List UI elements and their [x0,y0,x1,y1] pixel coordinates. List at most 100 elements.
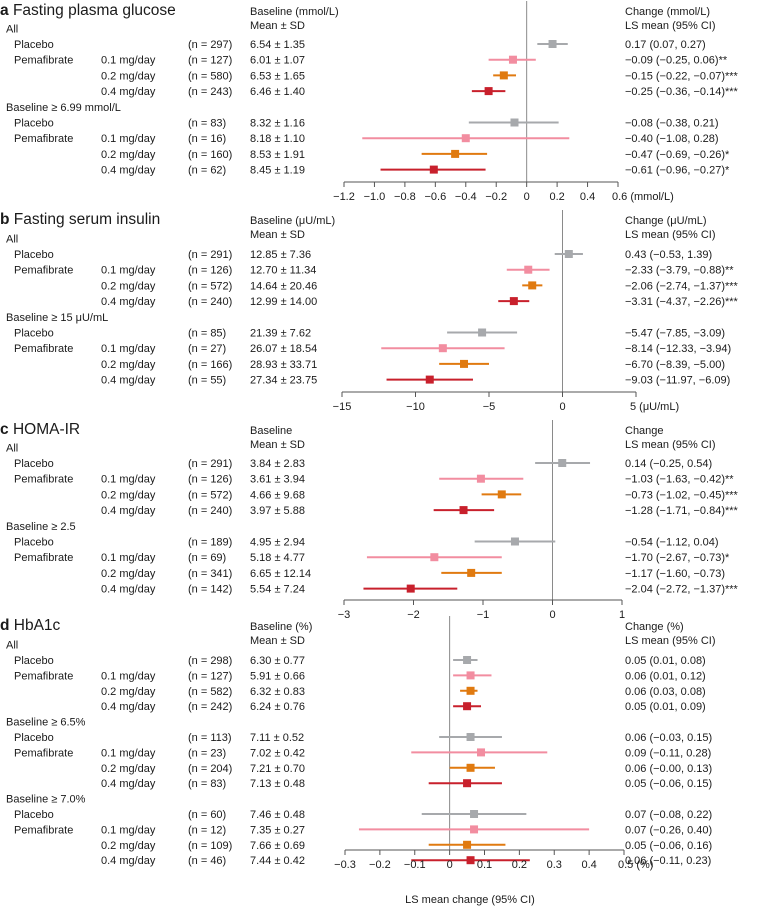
panel-letter: a [0,2,13,19]
dose-label: 0.1 mg/day [101,343,156,355]
dose-label: 0.2 mg/day [101,489,156,501]
point-estimate [459,506,468,515]
point-estimate [451,149,460,158]
x-tick-label: −0.2 [369,859,391,871]
n-label: (n = 60) [188,809,226,821]
baseline-value: 21.39 ± 7.62 [250,328,311,340]
n-label: (n = 572) [188,489,232,501]
ci-value: −9.03 (−11.97, −6.09) [625,375,730,387]
arm-label: Placebo [14,655,54,667]
ci-value: 0.07 (−0.26, 0.40) [625,824,712,836]
n-label: (n = 127) [188,55,232,67]
dose-label: 0.1 mg/day [101,55,156,67]
x-tick-label: −3 [338,609,351,621]
ci-value: 0.05 (−0.06, 0.16) [625,840,712,852]
x-tick-label: −1.0 [364,191,386,203]
point-estimate [466,763,475,772]
point-estimate [466,733,475,741]
x-tick-label: 0 [549,609,555,621]
x-tick-label: −0.2 [485,191,507,203]
n-label: (n = 127) [188,670,232,682]
baseline-value: 6.01 ± 1.07 [250,55,305,67]
dose-label: 0.2 mg/day [101,686,156,698]
x-tick-label: 0 [559,401,565,413]
n-label: (n = 291) [188,458,232,470]
dose-label: 0.4 mg/day [101,584,156,596]
ci-value: 0.43 (−0.53, 1.39) [625,249,712,261]
point-estimate [467,568,476,577]
baseline-value: 7.02 ± 0.42 [250,747,305,759]
x-tick-label: −0.6 [424,191,446,203]
baseline-value: 7.44 ± 0.42 [250,855,305,867]
x-tick-label: −5 [483,401,496,413]
x-tick-label: 0 [447,859,453,871]
arm-label: Pemafibrate [14,747,73,759]
n-label: (n = 16) [188,133,226,145]
ci-value: 0.07 (−0.08, 0.22) [625,809,712,821]
ci-value: 0.06 (0.01, 0.12) [625,670,706,682]
n-label: (n = 83) [188,778,226,790]
group-label: Baseline ≥ 6.99 mmol/L [6,102,121,114]
point-estimate [484,87,493,96]
arm-label: Pemafibrate [14,265,73,277]
baseline-header: Baseline [250,425,292,437]
x-axis-title: LS mean change (95% CI) [405,894,535,906]
baseline-value: 14.64 ± 20.46 [250,280,317,292]
x-tick-label: −1.2 [333,191,355,203]
baseline-value: 6.65 ± 12.14 [250,568,311,580]
baseline-subheader: Mean ± SD [250,20,305,32]
n-label: (n = 291) [188,249,232,261]
group-label: All [6,640,18,652]
point-estimate [478,328,487,337]
arm-label: Placebo [14,537,54,549]
dose-label: 0.1 mg/day [101,747,156,759]
baseline-subheader: Mean ± SD [250,635,305,647]
n-label: (n = 62) [188,165,226,177]
n-label: (n = 69) [188,552,226,564]
baseline-value: 12.99 ± 14.00 [250,296,317,308]
ci-value: −0.15 (−0.22, −0.07)*** [625,70,739,82]
ci-value: 0.05 (−0.06, 0.15) [625,778,712,790]
n-label: (n = 23) [188,747,226,759]
group-label: Baseline ≥ 2.5 [6,521,76,533]
baseline-value: 5.18 ± 4.77 [250,552,305,564]
point-estimate [497,490,506,499]
n-label: (n = 46) [188,855,226,867]
point-estimate [429,165,438,174]
x-tick-label: 0.4 [581,859,596,871]
ci-value: −0.47 (−0.69, −0.26)* [625,149,730,161]
panel-letter: d [0,617,14,634]
group-label: All [6,233,18,245]
baseline-header: Baseline (mmol/L) [250,6,339,18]
point-estimate [463,702,472,711]
point-estimate [470,810,479,818]
baseline-value: 8.18 ± 1.10 [250,133,305,145]
x-tick-label: −2 [407,609,420,621]
ci-value: 0.05 (0.01, 0.08) [625,655,706,667]
ci-value: −1.28 (−1.71, −0.84)*** [625,505,739,517]
ci-value: −0.09 (−0.25, 0.06)** [625,55,728,67]
panel-title-c: c HOMA-IR [0,421,80,438]
n-label: (n = 341) [188,568,232,580]
change-header: Change (mmol/L) [625,6,710,18]
arm-label: Pemafibrate [14,670,73,682]
x-tick-label: −15 [333,401,352,413]
change-subheader: LS mean (95% CI) [625,229,715,241]
point-estimate [508,55,517,64]
x-tick-label: 0 [524,191,530,203]
dose-label: 0.2 mg/day [101,359,156,371]
dose-label: 0.2 mg/day [101,568,156,580]
baseline-value: 6.24 ± 0.76 [250,701,305,713]
n-label: (n = 142) [188,584,232,596]
arm-label: Pemafibrate [14,55,73,67]
n-label: (n = 204) [188,763,232,775]
dose-label: 0.2 mg/day [101,149,156,161]
dose-label: 0.1 mg/day [101,265,156,277]
panel-title-a: a Fasting plasma glucose [0,2,176,19]
baseline-value: 7.11 ± 0.52 [250,732,304,744]
baseline-header: Baseline (μU/mL) [250,215,335,227]
x-tick-label: 0.2 [512,859,527,871]
baseline-value: 5.91 ± 0.66 [250,670,305,682]
ci-value: −0.40 (−1.08, 0.28) [625,133,719,145]
